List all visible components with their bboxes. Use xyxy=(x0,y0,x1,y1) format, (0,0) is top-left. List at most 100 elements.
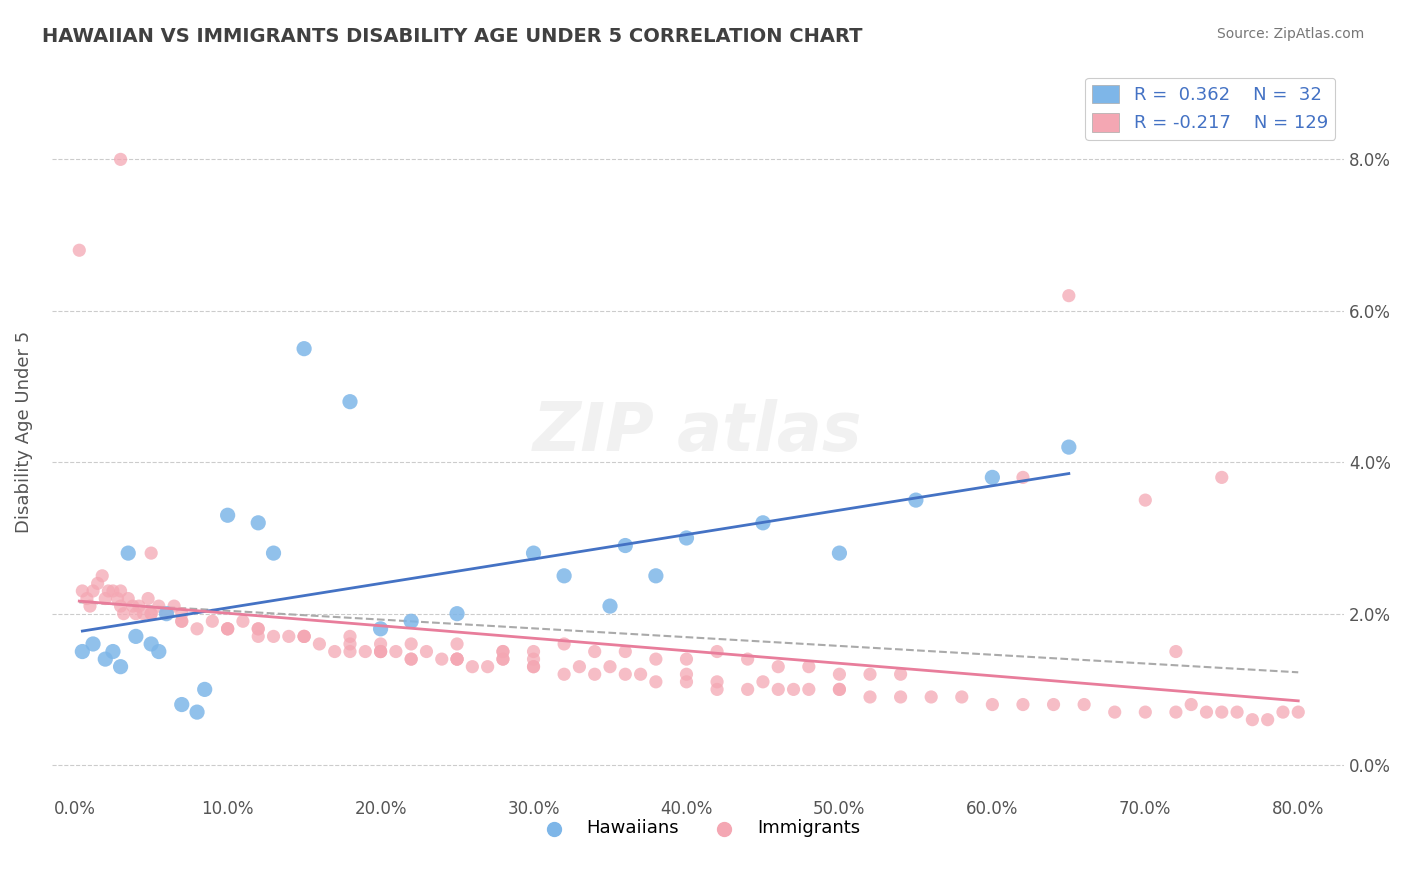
Point xyxy=(890,690,912,704)
Point xyxy=(217,508,239,523)
Point xyxy=(110,584,132,599)
Point xyxy=(148,599,170,613)
Point xyxy=(614,644,637,658)
Point xyxy=(141,607,163,621)
Point xyxy=(522,546,544,560)
Point xyxy=(217,622,239,636)
Point xyxy=(72,584,94,599)
Point xyxy=(797,682,820,697)
Point xyxy=(370,644,392,658)
Point xyxy=(91,569,114,583)
Point xyxy=(399,614,422,628)
Point xyxy=(141,637,163,651)
Point xyxy=(110,153,132,167)
Point xyxy=(263,546,285,560)
Point xyxy=(112,607,135,621)
Point xyxy=(339,644,361,658)
Point xyxy=(308,637,330,651)
Point xyxy=(630,667,652,681)
Point xyxy=(782,682,804,697)
Point xyxy=(415,644,437,658)
Point xyxy=(232,614,254,628)
Point xyxy=(370,622,392,636)
Point xyxy=(94,591,117,606)
Point xyxy=(950,690,973,704)
Point xyxy=(737,682,759,697)
Point xyxy=(76,591,98,606)
Point xyxy=(461,659,484,673)
Point xyxy=(920,690,942,704)
Point xyxy=(155,607,177,621)
Point xyxy=(1286,705,1309,719)
Point xyxy=(706,644,728,658)
Point xyxy=(553,637,575,651)
Point xyxy=(125,629,148,643)
Point xyxy=(117,546,139,560)
Point xyxy=(101,584,124,599)
Point xyxy=(492,652,515,666)
Point xyxy=(583,644,606,658)
Point xyxy=(492,652,515,666)
Point xyxy=(86,576,108,591)
Point xyxy=(675,674,697,689)
Point xyxy=(1104,705,1126,719)
Point xyxy=(67,244,90,258)
Point xyxy=(292,342,315,356)
Point xyxy=(125,607,148,621)
Point xyxy=(568,659,591,673)
Point xyxy=(94,652,117,666)
Point xyxy=(706,674,728,689)
Point xyxy=(828,682,851,697)
Text: HAWAIIAN VS IMMIGRANTS DISABILITY AGE UNDER 5 CORRELATION CHART: HAWAIIAN VS IMMIGRANTS DISABILITY AGE UN… xyxy=(42,27,863,45)
Point xyxy=(1195,705,1218,719)
Point xyxy=(1241,713,1264,727)
Point xyxy=(370,644,392,658)
Point xyxy=(1180,698,1202,712)
Point xyxy=(1211,705,1233,719)
Point xyxy=(828,682,851,697)
Point xyxy=(121,599,143,613)
Point xyxy=(446,652,468,666)
Point xyxy=(828,546,851,560)
Point xyxy=(737,652,759,666)
Point xyxy=(247,516,270,530)
Point xyxy=(1164,705,1187,719)
Point xyxy=(1135,705,1157,719)
Point xyxy=(82,637,104,651)
Point xyxy=(430,652,453,666)
Point xyxy=(553,667,575,681)
Point xyxy=(186,705,208,719)
Point xyxy=(644,569,666,583)
Point xyxy=(446,652,468,666)
Point xyxy=(1271,705,1294,719)
Point xyxy=(155,607,177,621)
Point xyxy=(522,659,544,673)
Point xyxy=(292,629,315,643)
Point xyxy=(797,659,820,673)
Y-axis label: Disability Age Under 5: Disability Age Under 5 xyxy=(15,331,32,533)
Point xyxy=(1012,470,1035,484)
Point xyxy=(522,644,544,658)
Point xyxy=(1226,705,1249,719)
Point xyxy=(599,599,621,613)
Point xyxy=(128,599,150,613)
Point xyxy=(97,584,120,599)
Point xyxy=(553,569,575,583)
Point xyxy=(72,644,94,658)
Point xyxy=(170,698,193,712)
Point xyxy=(614,667,637,681)
Point xyxy=(141,607,163,621)
Point xyxy=(217,622,239,636)
Point xyxy=(339,394,361,409)
Point xyxy=(339,629,361,643)
Point xyxy=(1211,470,1233,484)
Point xyxy=(706,682,728,697)
Point xyxy=(292,629,315,643)
Point xyxy=(675,531,697,545)
Point xyxy=(1012,698,1035,712)
Point xyxy=(194,682,217,697)
Point xyxy=(399,652,422,666)
Point xyxy=(1135,493,1157,508)
Point xyxy=(292,629,315,643)
Point xyxy=(522,652,544,666)
